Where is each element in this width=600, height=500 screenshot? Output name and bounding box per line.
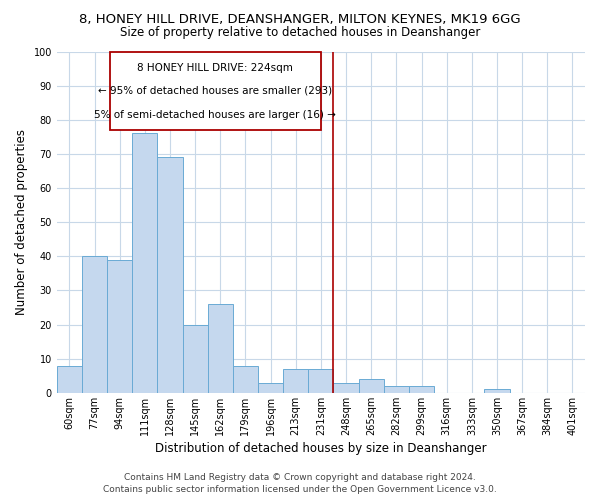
Bar: [107, 260, 132, 393]
Bar: [484, 390, 509, 393]
Bar: [57, 366, 82, 393]
FancyBboxPatch shape: [110, 52, 321, 130]
Text: Contains HM Land Registry data © Crown copyright and database right 2024.
Contai: Contains HM Land Registry data © Crown c…: [103, 472, 497, 494]
Bar: [334, 382, 359, 393]
Bar: [359, 379, 384, 393]
Bar: [384, 386, 409, 393]
Text: Size of property relative to detached houses in Deanshanger: Size of property relative to detached ho…: [120, 26, 480, 39]
Bar: [233, 366, 258, 393]
Bar: [157, 158, 182, 393]
Bar: [132, 134, 157, 393]
Bar: [182, 324, 208, 393]
Y-axis label: Number of detached properties: Number of detached properties: [15, 129, 28, 315]
Bar: [283, 369, 308, 393]
Text: ← 95% of detached houses are smaller (293): ← 95% of detached houses are smaller (29…: [98, 86, 332, 96]
Text: 5% of semi-detached houses are larger (16) →: 5% of semi-detached houses are larger (1…: [94, 110, 336, 120]
Text: 8, HONEY HILL DRIVE, DEANSHANGER, MILTON KEYNES, MK19 6GG: 8, HONEY HILL DRIVE, DEANSHANGER, MILTON…: [79, 12, 521, 26]
Bar: [82, 256, 107, 393]
X-axis label: Distribution of detached houses by size in Deanshanger: Distribution of detached houses by size …: [155, 442, 487, 455]
Text: 8 HONEY HILL DRIVE: 224sqm: 8 HONEY HILL DRIVE: 224sqm: [137, 64, 293, 74]
Bar: [308, 369, 334, 393]
Bar: [409, 386, 434, 393]
Bar: [258, 382, 283, 393]
Bar: [208, 304, 233, 393]
